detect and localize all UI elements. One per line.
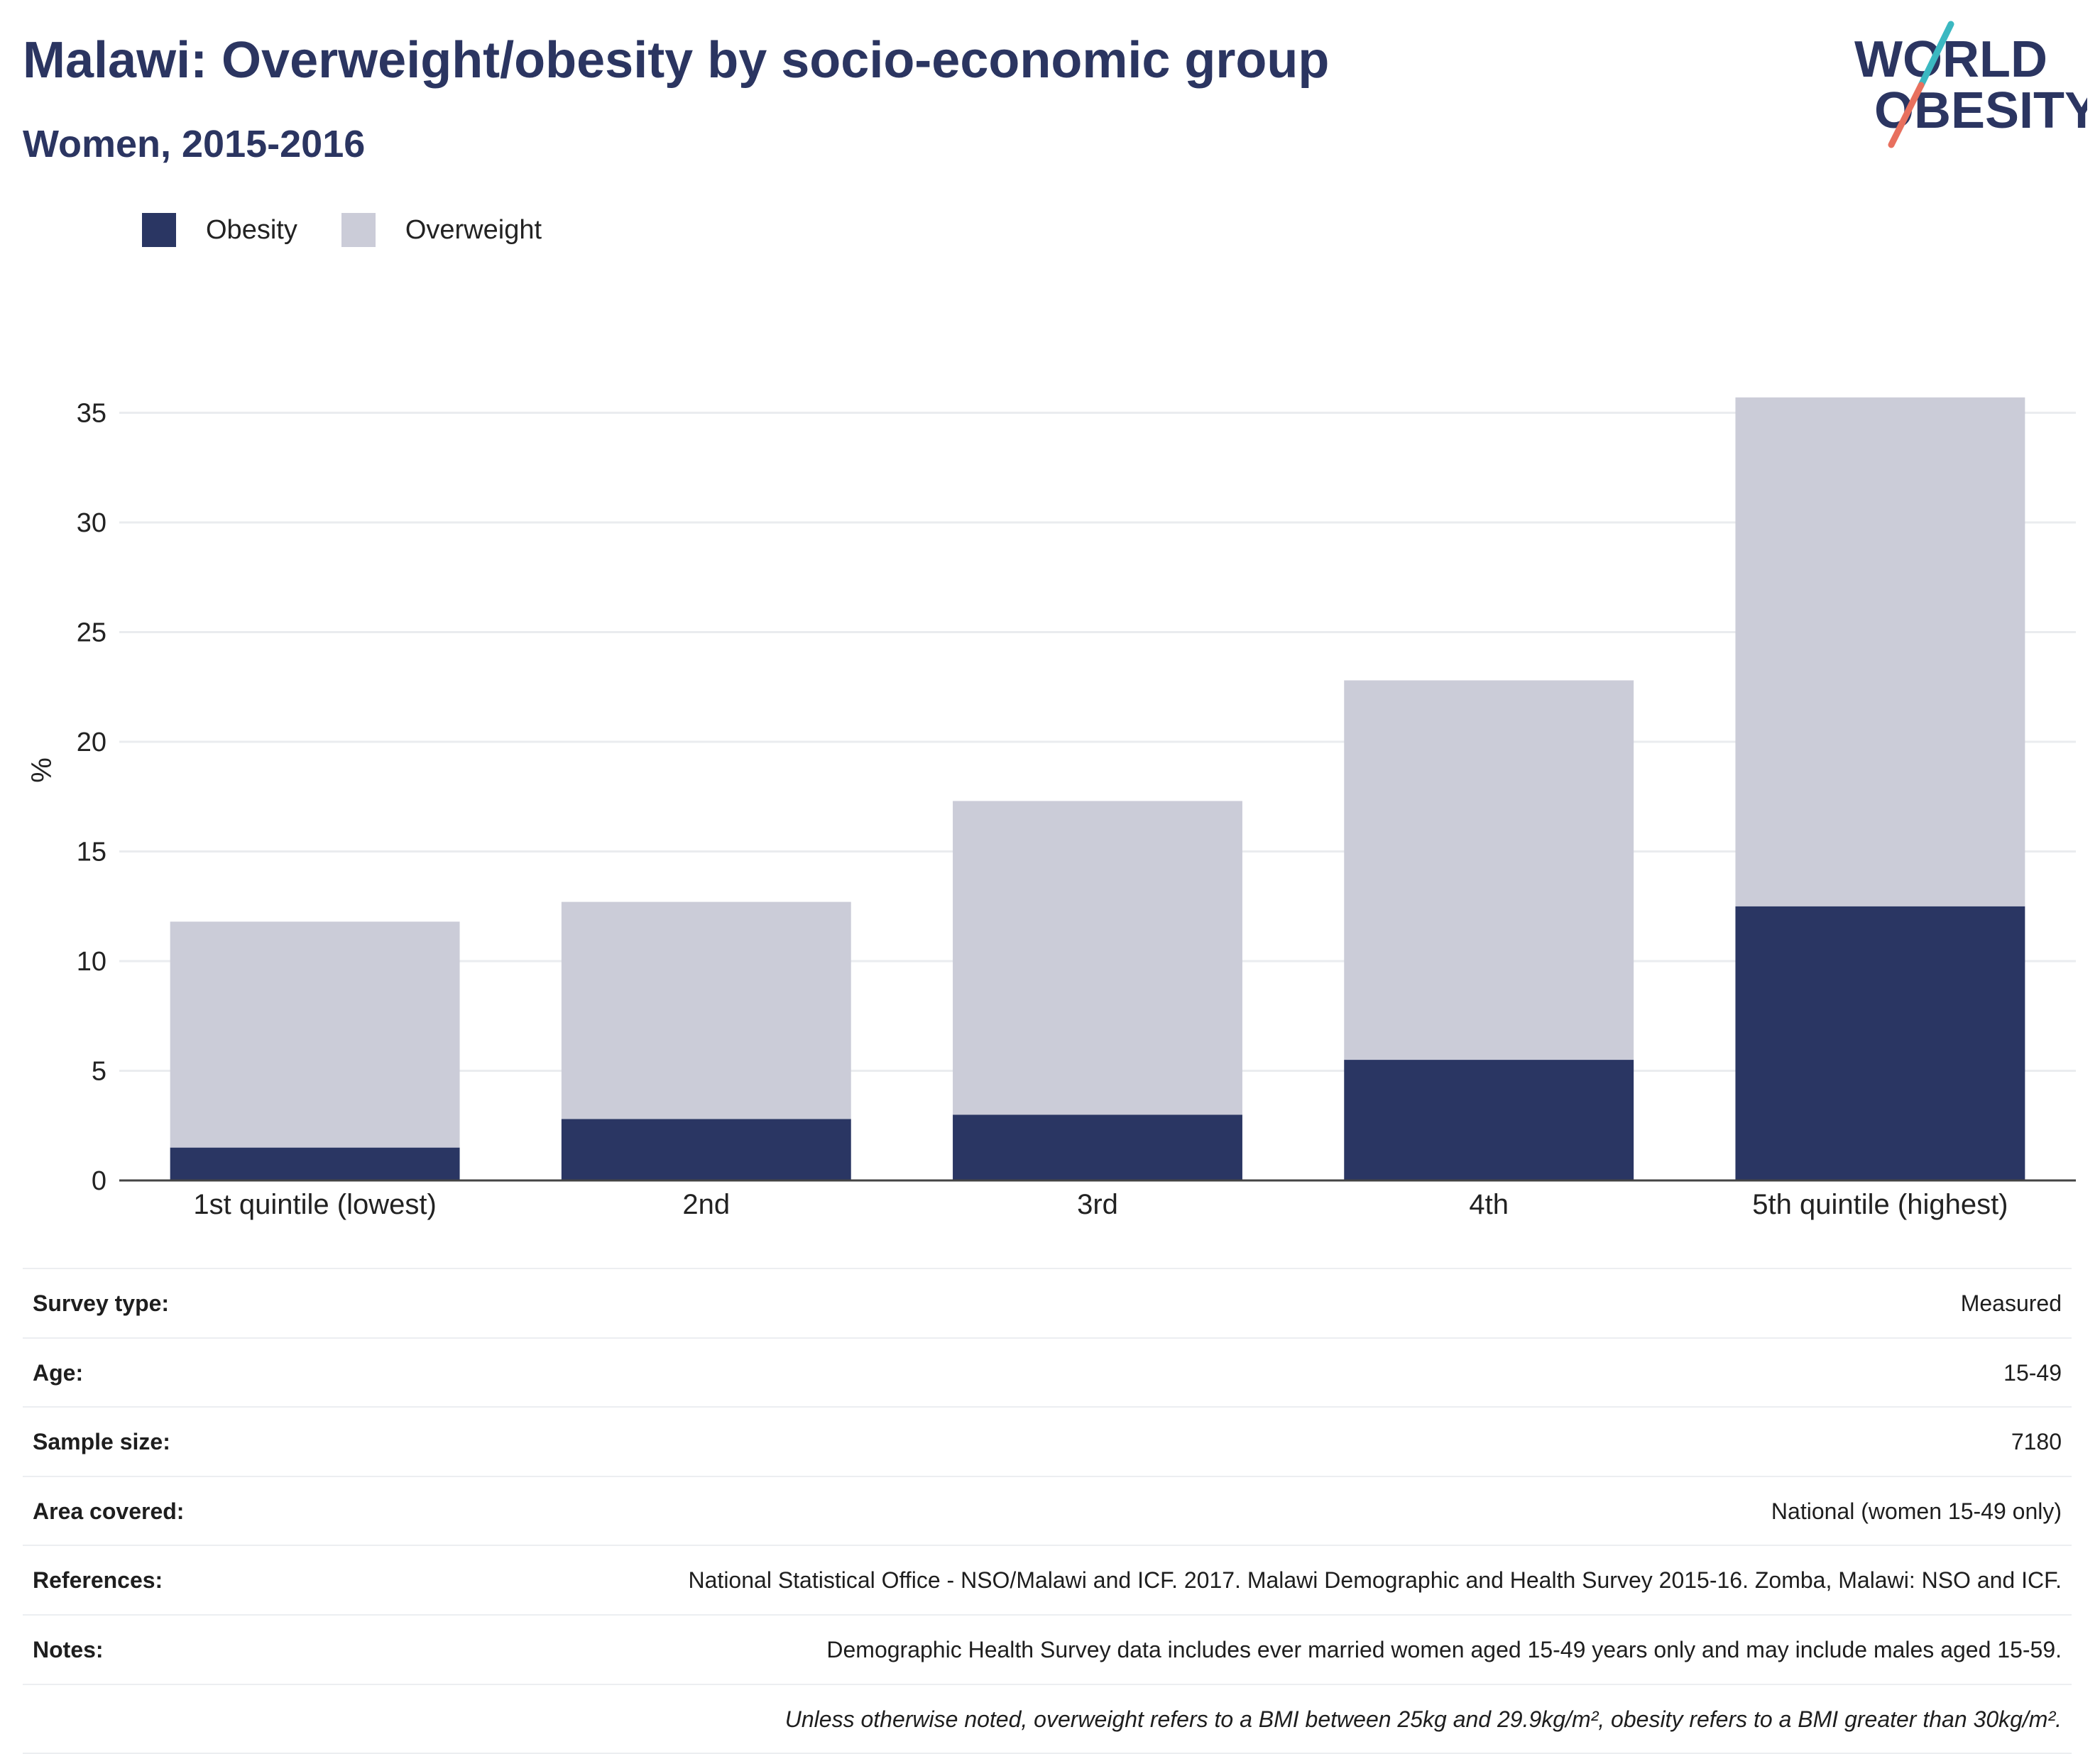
legend-swatch-overweight (341, 213, 376, 247)
x-tick-label: 4th (1469, 1189, 1509, 1220)
bar-overweight-2 (561, 901, 851, 1119)
info-label: Sample size: (33, 1429, 170, 1455)
info-row: References: National Statistical Office -… (23, 1546, 2072, 1616)
x-tick-label: 1st quintile (lowest) (193, 1189, 436, 1220)
logo-slash-coral (1888, 82, 1925, 148)
info-label: References: (33, 1567, 163, 1594)
survey-info-table: Survey type: Measured Age: 15-49 Sample size… (23, 1268, 2072, 1754)
bar-obesity-4 (1344, 1060, 1634, 1180)
x-tick-labels: 1st quintile (lowest) 2nd 3rd 4th 5th quinti… (193, 1189, 2008, 1220)
info-row: Area covered: National (women 15-49 only) (23, 1477, 2072, 1547)
x-tick-label: 5th quintile (highest) (1752, 1189, 2008, 1220)
info-row: Notes: Demographic Health Survey data inc… (23, 1616, 2072, 1685)
x-tick-label: 3rd (1077, 1189, 1118, 1220)
bar-obesity-3 (953, 1114, 1242, 1180)
chart-title: Malawi: Overweight/obesity by socio-econ… (23, 32, 1330, 89)
bar-overweight-3 (953, 801, 1242, 1115)
y-tick-label: 10 (77, 947, 106, 977)
chart-legend: Obesity Overweight (142, 212, 586, 248)
legend-label-obesity: Obesity (206, 214, 297, 245)
y-axis-label: % (26, 757, 58, 783)
y-tick-label: 5 (92, 1057, 106, 1087)
y-tick-label: 30 (77, 508, 106, 538)
info-label: Survey type: (33, 1290, 170, 1316)
y-tick-label: 0 (92, 1166, 106, 1196)
y-tick-label: 20 (77, 728, 106, 757)
bar-overweight-1 (170, 921, 460, 1148)
bar-obesity-2 (561, 1119, 851, 1180)
info-value: National (women 15-49 only) (1771, 1498, 2062, 1524)
info-value: Measured (1960, 1290, 2062, 1316)
y-tick-label: 15 (77, 838, 106, 867)
info-value: National Statistical Office - NSO/Malawi… (688, 1567, 2062, 1594)
x-tick-label: 2nd (682, 1189, 730, 1220)
info-value: Demographic Health Survey data includes … (826, 1636, 2062, 1662)
bar-overweight-5 (1735, 397, 2025, 906)
y-tick-label: 25 (77, 618, 106, 648)
info-row: Survey type: Measured (23, 1269, 2072, 1339)
info-label: Area covered: (33, 1498, 185, 1524)
legend-label-overweight: Overweight (405, 214, 542, 245)
info-label: Age: (33, 1359, 84, 1386)
info-value: 15-49 (2003, 1359, 2062, 1386)
info-row: Age: 15-49 (23, 1339, 2072, 1408)
info-label: Notes: (33, 1636, 104, 1662)
bars (170, 397, 2025, 1180)
bar-overweight-4 (1344, 680, 1634, 1060)
bar-obesity-1 (170, 1147, 460, 1180)
legend-item-obesity: Obesity (142, 213, 297, 247)
world-obesity-logo: WORLD OBESITY (1854, 21, 2087, 148)
info-value: 7180 (2011, 1429, 2062, 1455)
info-value: Unless otherwise noted, overweight refer… (784, 1706, 2062, 1732)
legend-swatch-obesity (142, 213, 176, 247)
y-tick-label: 35 (77, 399, 106, 429)
logo-text-world: WORLD (1854, 31, 2047, 88)
bar-obesity-5 (1735, 906, 2025, 1180)
logo-slash-teal (1918, 21, 1954, 89)
info-row: Sample size: 7180 (23, 1408, 2072, 1477)
info-row: Unless otherwise noted, overweight refer… (23, 1685, 2072, 1754)
legend-item-overweight: Overweight (341, 213, 542, 247)
y-tick-labels: 0 5 10 15 20 25 30 35 (77, 399, 106, 1197)
chart-subtitle: Women, 2015-2016 (23, 123, 366, 165)
stacked-bar-chart: 0 5 10 15 20 25 30 35 1st quintile (lowest) 2nd 3… (26, 397, 2076, 1220)
